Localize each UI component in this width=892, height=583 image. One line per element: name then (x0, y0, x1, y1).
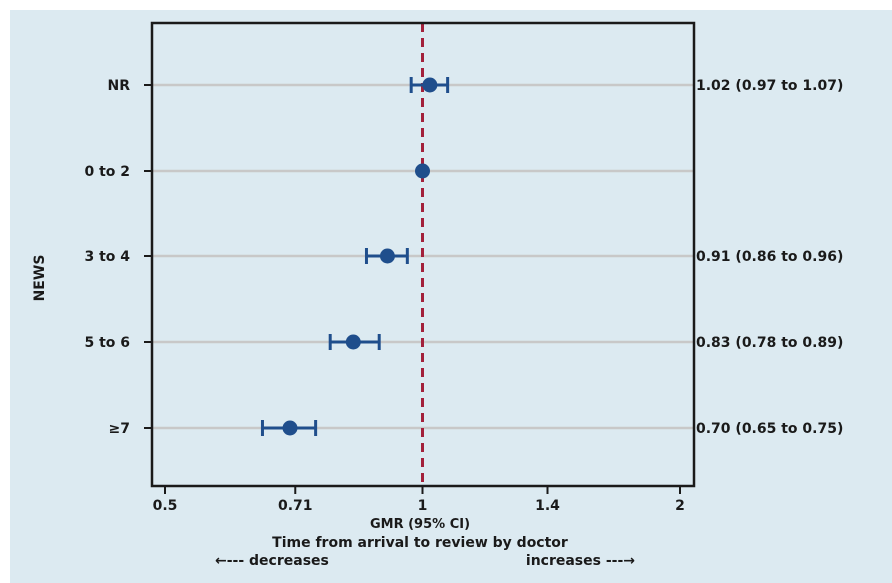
chart-canvas: NR 0 to 2 3 to 4 5 to 6 ≥7 0.5 0.71 1 1.4 2 1.02… (10, 10, 892, 583)
estimate-point (415, 163, 430, 179)
data-marks (260, 77, 450, 436)
ci-annotation: 0.91 (0.86 to 0.96) (696, 249, 843, 265)
x-tick-label: 1.4 (535, 498, 560, 514)
x-tick-label: 1 (418, 498, 428, 514)
direction-right-label: increases ---→ (526, 553, 635, 569)
row-label: 5 to 6 (84, 335, 130, 351)
x-tick-label: 0.71 (278, 498, 313, 514)
x-axis-ticks: 0.5 0.71 1 1.4 2 (153, 486, 685, 514)
row-label: NR (108, 78, 131, 94)
ci-annotation: 1.02 (0.97 to 1.07) (696, 78, 843, 94)
ci-annotation: 0.83 (0.78 to 0.89) (696, 335, 843, 351)
row-label: 3 to 4 (84, 249, 130, 265)
estimate-point (345, 334, 361, 350)
estimate-point (422, 77, 438, 93)
direction-left-label: ←--- decreases (215, 553, 329, 569)
ci-annotation: 0.70 (0.65 to 0.75) (696, 421, 843, 437)
forest-plot: NR 0 to 2 3 to 4 5 to 6 ≥7 0.5 0.71 1 1.4 2 1.02… (32, 21, 843, 569)
x-tick-label: 2 (675, 498, 685, 514)
estimate-point (379, 248, 395, 264)
chart-caption: Time from arrival to review by doctor (272, 535, 568, 551)
x-axis-label: GMR (95% CI) (370, 517, 470, 532)
ci-annotations: 1.02 (0.97 to 1.07) 0.91 (0.86 to 0.96) 0.… (696, 78, 843, 437)
x-tick-label: 0.5 (153, 498, 178, 514)
row-label: ≥7 (109, 421, 130, 437)
estimate-point (282, 420, 298, 436)
y-axis-label: NEWS (32, 255, 48, 302)
row-label: 0 to 2 (84, 164, 130, 180)
row-labels: NR 0 to 2 3 to 4 5 to 6 ≥7 (84, 78, 152, 437)
